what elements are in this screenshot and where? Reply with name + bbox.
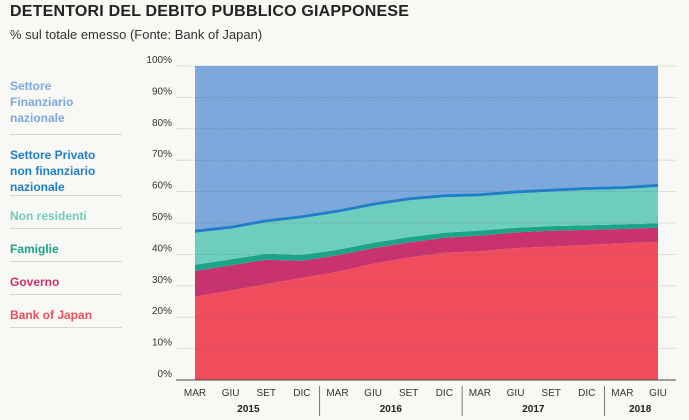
x-tick-label: MAR xyxy=(184,388,206,399)
x-tick-label: GIU xyxy=(649,388,667,399)
y-tick-label: 20% xyxy=(152,306,172,317)
x-tick-label: DIC xyxy=(578,388,595,399)
x-tick-label: GIU xyxy=(222,388,240,399)
y-tick-label: 60% xyxy=(152,181,172,192)
year-label: 2017 xyxy=(522,404,545,415)
chart-subtitle: % sul totale emesso (Fonte: Bank of Japa… xyxy=(10,27,263,42)
legend: Settore Finanziario nazionale Settore Pr… xyxy=(10,72,122,328)
area-series-0 xyxy=(195,241,658,380)
series-line-settore-privato xyxy=(194,184,659,232)
legend-item-governo: Governo xyxy=(10,262,122,295)
legend-item-famiglie: Famiglie xyxy=(10,229,122,262)
y-tick-label: 80% xyxy=(152,118,172,129)
legend-item-settore-finanziario: Settore Finanziario nazionale xyxy=(10,72,122,135)
y-tick-label: 50% xyxy=(152,212,172,223)
y-tick-label: 10% xyxy=(152,338,172,349)
year-label: 2015 xyxy=(237,404,260,415)
legend-label-line: Settore xyxy=(10,79,52,93)
y-tick-label: 30% xyxy=(152,275,172,286)
x-tick-label: SET xyxy=(257,388,276,399)
year-label: 2016 xyxy=(380,404,403,415)
chart-title: DETENTORI DEL DEBITO PUBBLICO GIAPPONESE xyxy=(10,3,410,20)
y-tick-label: 90% xyxy=(152,86,172,97)
x-tick-label: DIC xyxy=(436,388,453,399)
legend-item-bank-of-japan: Bank of Japan xyxy=(10,295,122,328)
x-tick-label: MAR xyxy=(469,388,491,399)
legend-label-line: Governo xyxy=(10,275,60,289)
x-tick-label: DIC xyxy=(293,388,310,399)
x-tick-label: SET xyxy=(399,388,418,399)
legend-label-line: Non residenti xyxy=(10,209,87,223)
x-tick-label: GIU xyxy=(507,388,525,399)
x-tick-label: GIU xyxy=(364,388,382,399)
legend-label-line: Famiglie xyxy=(10,242,59,256)
x-tick-label: MAR xyxy=(326,388,348,399)
legend-label-line: Settore Privato xyxy=(10,148,96,162)
legend-item-settore-privato: Settore Privato non finanziario nazional… xyxy=(10,135,122,196)
y-tick-label: 70% xyxy=(152,149,172,160)
legend-label-line: nazionale xyxy=(10,180,65,194)
x-tick-label: SET xyxy=(541,388,560,399)
legend-label-line: Finanziario xyxy=(10,95,74,109)
legend-item-non-residenti: Non residenti xyxy=(10,196,122,229)
legend-label-line: Bank of Japan xyxy=(10,308,93,322)
area-series-3 xyxy=(195,186,658,265)
area-series-2 xyxy=(195,223,658,271)
area-series-1 xyxy=(195,227,658,297)
year-label: 2018 xyxy=(629,404,652,415)
legend-label-line: non finanziario xyxy=(10,164,96,178)
y-tick-label: 100% xyxy=(146,55,172,66)
legend-label-line: nazionale xyxy=(10,111,65,125)
x-tick-label: MAR xyxy=(611,388,633,399)
y-tick-label: 0% xyxy=(158,369,173,380)
y-tick-label: 40% xyxy=(152,243,172,254)
